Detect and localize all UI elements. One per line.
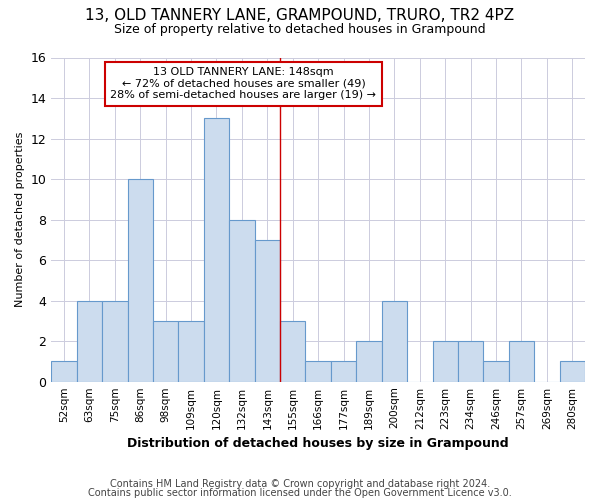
Text: 13 OLD TANNERY LANE: 148sqm
← 72% of detached houses are smaller (49)
28% of sem: 13 OLD TANNERY LANE: 148sqm ← 72% of det… [110, 67, 376, 100]
Text: Contains public sector information licensed under the Open Government Licence v3: Contains public sector information licen… [88, 488, 512, 498]
Bar [356, 341, 382, 382]
Bar [102, 300, 128, 382]
Text: Size of property relative to detached houses in Grampound: Size of property relative to detached ho… [114, 22, 486, 36]
Bar [509, 341, 534, 382]
Y-axis label: Number of detached properties: Number of detached properties [15, 132, 25, 308]
Bar [331, 362, 356, 382]
Bar [254, 240, 280, 382]
Bar [382, 300, 407, 382]
Bar [51, 362, 77, 382]
Bar [178, 321, 204, 382]
Bar [128, 179, 153, 382]
X-axis label: Distribution of detached houses by size in Grampound: Distribution of detached houses by size … [127, 437, 509, 450]
Bar [484, 362, 509, 382]
Bar [229, 220, 254, 382]
Bar [77, 300, 102, 382]
Text: 13, OLD TANNERY LANE, GRAMPOUND, TRURO, TR2 4PZ: 13, OLD TANNERY LANE, GRAMPOUND, TRURO, … [85, 8, 515, 22]
Bar [433, 341, 458, 382]
Bar [560, 362, 585, 382]
Text: Contains HM Land Registry data © Crown copyright and database right 2024.: Contains HM Land Registry data © Crown c… [110, 479, 490, 489]
Bar [153, 321, 178, 382]
Bar [280, 321, 305, 382]
Bar [458, 341, 484, 382]
Bar [305, 362, 331, 382]
Bar [204, 118, 229, 382]
